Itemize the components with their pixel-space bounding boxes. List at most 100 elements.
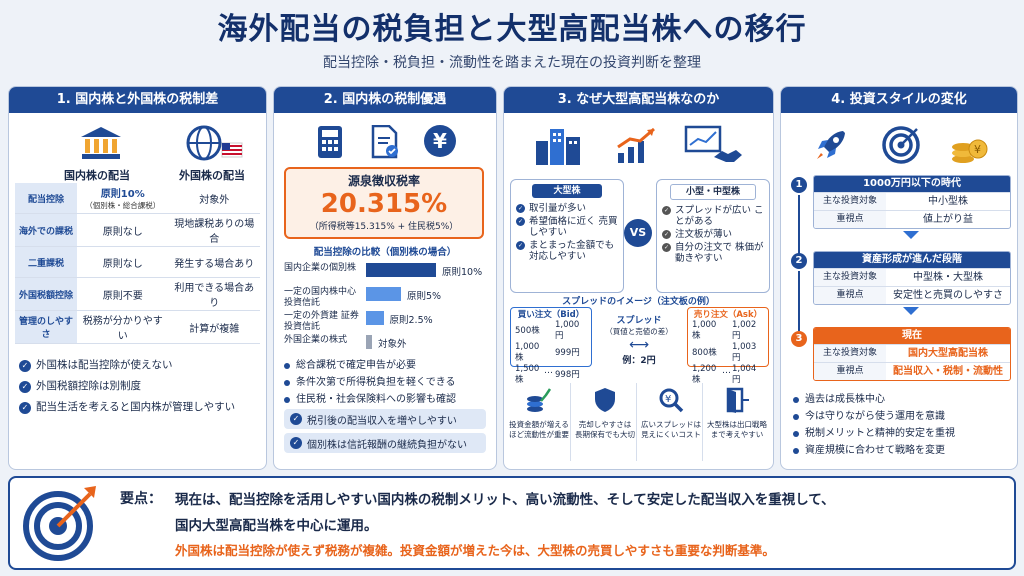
bullet-text: 外国株は配当控除が使えない: [36, 359, 173, 371]
yen-icon: ¥: [424, 125, 456, 157]
magnifier-yen-icon: ¥: [640, 387, 702, 416]
panel-tax-difference: 1. 国内株と外国株の税制差 国内株の配当 外国株の配当 配当控除 原則10% （個…: [8, 86, 267, 470]
panel-heading: 2. 国内株の税制優遇: [274, 87, 496, 113]
ask-qty: 1,000株: [692, 320, 717, 341]
bar-value: 対象外: [378, 339, 407, 350]
bullet-dot: [284, 379, 290, 386]
dot-item: 税制メリットと精神的安定を重視: [793, 425, 955, 442]
withholding-rate: 20.315%: [320, 189, 448, 219]
bullet-text: 外国税額控除は別制度: [36, 380, 141, 392]
target-arrow-icon: [22, 484, 100, 566]
panel-style-change: 4. 投資スタイルの変化 ¥ 1 1000万円以下の時代 主な投資対象 中小型株 …: [780, 86, 1018, 470]
target-icon: [881, 125, 921, 169]
era-title: 資産形成が進んだ段階: [814, 252, 1010, 268]
benefit-exit: 大型株は出口戦略 まで考えやすい: [706, 383, 768, 461]
ask-title: 売り注文（Ask）: [693, 310, 763, 320]
page-title: 海外配当の税負担と大型高配当株への移行: [217, 12, 807, 47]
era-value: 国内大型高配当株: [908, 348, 988, 359]
dot-item: 資産規模に合わせて戦略を変更: [793, 442, 955, 459]
list-text: 希望価格に近く 売買しやすい: [529, 216, 618, 238]
bullet-item: ✓ 外国株は配当控除が使えない: [19, 357, 235, 374]
bar: [366, 287, 401, 301]
bullet-dot: [284, 362, 290, 369]
table-row: 海外での課税 原則なし 現地課税ありの場合: [15, 213, 260, 247]
growth-chart-icon: [614, 127, 658, 169]
era-card-1: 1000万円以下の時代 主な投資対象 中小型株 重視点 値上がり益: [813, 175, 1011, 229]
bar: [366, 263, 436, 277]
era-value: 中小型株: [928, 196, 968, 207]
dot-text: 住民税・社会保険料への影響も確認: [296, 394, 456, 405]
summary-line-3: 外国株は配当控除が使えず税務が複雑。投資金額が増えた今は、大型株の売買しやすさも…: [175, 543, 775, 558]
cell: 対象外: [168, 183, 260, 214]
era-key: 重視点: [814, 211, 886, 228]
bar-label: 一定の国内株中心 投資信託: [284, 287, 357, 308]
list-item: ✓ スプレッドが広い ことがある: [657, 204, 769, 228]
timeline-line: [798, 271, 800, 331]
bid-qty: 1,000株: [515, 342, 540, 363]
ask-price: 1,003円: [732, 342, 757, 363]
large-cap-box: 大型株 ✓ 取引量が多い ✓ 希望価格に近く 売買しやすい ✓ まとまった金額でも 対…: [510, 179, 624, 293]
svg-text:¥: ¥: [665, 394, 671, 405]
cell: 現地課税ありの場合: [168, 213, 260, 247]
bullet-dot: [793, 396, 799, 403]
panel1-bullets: ✓ 外国株は配当控除が使えない ✓ 外国税額控除は別制度 ✓ 配当生活を考えると国内株…: [19, 357, 235, 416]
panel2-dots: 総合課税で確定申告が必要 条件次第で所得税負担を軽くできる 住民税・社会保険料へ…: [284, 357, 456, 408]
col-foreign: 外国株の配当: [179, 169, 245, 182]
cell: 原則10%: [100, 189, 145, 200]
check-icon: ✓: [662, 243, 671, 252]
dot-text: 条件次第で所得税負担を軽くできる: [296, 377, 456, 388]
shield-icon: [574, 387, 636, 416]
ask-ellipsis: …: [722, 366, 731, 376]
list-text: 注文板が薄い: [675, 229, 733, 240]
benefit-text: 大型株は出口戦略 まで考えやすい: [707, 420, 767, 439]
dot-text: 今は守りながら使う運用を意識: [805, 411, 945, 422]
bid-price: 998円: [555, 369, 580, 380]
bar-label: 一定の外貨建 証券投資信託: [284, 311, 359, 332]
spread-title: スプレッドのイメージ（注文板の例）: [562, 297, 715, 307]
benefit-text: 広いスプレッドは 見えにくいコスト: [641, 420, 701, 439]
row-header: 海外での課税: [15, 213, 77, 247]
bar-value: 原則5%: [407, 291, 442, 302]
cell-note: （個別株・総合課税）: [85, 201, 161, 210]
rocket-icon: [813, 127, 849, 167]
svg-text:¥: ¥: [974, 143, 981, 156]
vs-badge: VS: [624, 219, 652, 247]
timeline-line: [798, 195, 800, 265]
row-header: 管理のしやすさ: [15, 310, 77, 344]
cell: 利用できる場合あり: [168, 277, 260, 311]
bar-row: 外国企業の株式 対象外: [284, 331, 494, 355]
benefit-sellability: 売却しやすさは 長期保有でも大切: [574, 383, 637, 461]
summary-box: 要点： 現在は、配当控除を活用しやすい国内株の税制メリット、高い流動性、そして安…: [8, 476, 1016, 570]
check-icon: ✓: [662, 230, 671, 239]
dot-text: 総合課税で確定申告が必要: [296, 360, 416, 371]
list-item: ✓ 取引量が多い: [511, 202, 623, 215]
ask-price: 1,002円: [732, 320, 757, 341]
table-row: 二重課税 原則なし 発生する場合あり: [15, 246, 260, 278]
tax-compare-table: 配当控除 原則10% （個別株・総合課税） 対象外 海外での課税 原則なし 現地課税ありの…: [15, 183, 260, 344]
bullet-dot: [793, 430, 799, 437]
spread-label: スプレッド: [616, 316, 662, 326]
bid-order-book: 買い注文（Bid） 500株 1,000円 1,000株 999円 1,500株 99…: [510, 307, 592, 385]
panel-heading: 3. なぜ大型高配当株なのか: [504, 87, 773, 113]
era-value: 安定性と売買のしやすさ: [893, 290, 1003, 301]
era-key: 重視点: [814, 363, 886, 380]
withholding-note: （所得税等15.315% + 住民税5%）: [309, 222, 459, 232]
comparison-title: 配当控除の比較（個別株の場合）: [313, 247, 457, 258]
dot-item: 住民税・社会保険料への影響も確認: [284, 391, 456, 408]
calculator-icon: [316, 125, 344, 163]
panel-heading: 1. 国内株と外国株の税制差: [9, 87, 266, 113]
era-key: 主な投資対象: [814, 193, 886, 210]
coins-yen-icon: ¥: [949, 125, 989, 169]
document-check-icon: [370, 124, 400, 163]
bank-icon: [79, 125, 123, 165]
coins-growth-icon: [508, 387, 570, 416]
summary-line-1: 現在は、配当控除を活用しやすい国内株の税制メリット、高い流動性、そして安定した配…: [175, 492, 835, 508]
step-number: 1: [791, 177, 807, 193]
bid-title: 買い注文（Bid）: [517, 310, 585, 320]
cell: 原則なし: [77, 213, 169, 247]
check-icon: ✓: [19, 380, 31, 393]
bar-row: 一定の国内株中心 投資信託 原則5%: [284, 283, 494, 308]
era-card-2: 資産形成が進んだ段階 主な投資対象 中型株・大型株 重視点 安定性と売買のしやすさ: [813, 251, 1011, 305]
bullet-text: 配当生活を考えると国内株が管理しやすい: [36, 401, 236, 413]
bullet-dot: [793, 413, 799, 420]
